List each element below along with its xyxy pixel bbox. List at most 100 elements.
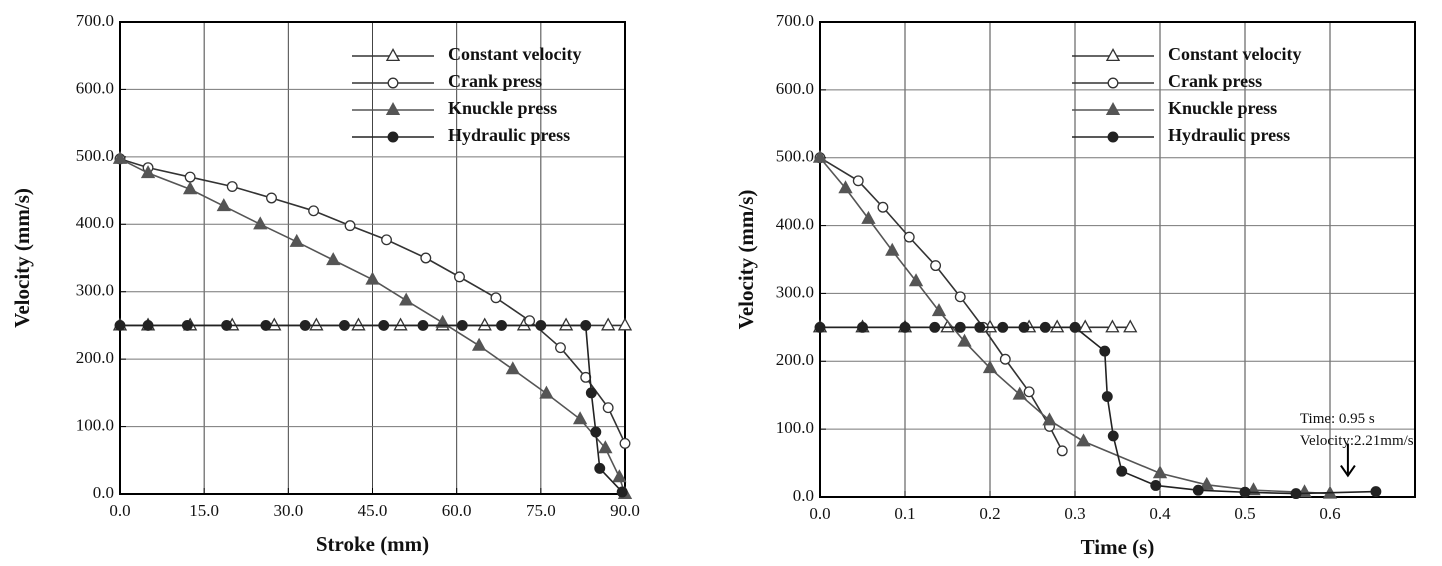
legend-label: Hydraulic press [1168, 125, 1290, 145]
marker [309, 317, 324, 331]
marker [140, 165, 156, 179]
marker [957, 333, 972, 347]
marker [954, 291, 966, 303]
marker [181, 319, 193, 331]
legend-label: Knuckle press [1168, 98, 1277, 118]
legend-label: Knuckle press [448, 98, 557, 118]
marker [381, 234, 392, 246]
marker [585, 387, 597, 399]
x-tick-label: 0.1 [894, 504, 915, 523]
y-tick-label: 300.0 [776, 282, 814, 301]
marker [299, 319, 311, 331]
y-tick-label: 200.0 [776, 350, 814, 369]
marker [112, 150, 128, 164]
series-line [119, 158, 626, 444]
series-line [820, 326, 1376, 495]
marker [420, 252, 432, 264]
marker [182, 181, 198, 195]
marker [524, 315, 536, 327]
marker [899, 321, 911, 333]
marker [602, 402, 614, 414]
annotation-arrowhead [1340, 464, 1356, 478]
marker [1150, 480, 1162, 491]
plot-frame [119, 21, 626, 495]
marker [1107, 430, 1119, 442]
marker [930, 260, 942, 272]
marker [1290, 488, 1302, 500]
x-tick-label: 0.6 [1319, 504, 1340, 523]
marker [267, 317, 282, 331]
y-tick-label: 400.0 [76, 213, 114, 232]
legend-marker [387, 77, 399, 89]
x-axis-label: Stroke (mm) [316, 532, 429, 556]
marker [1018, 321, 1030, 333]
marker [1050, 319, 1065, 333]
y-tick-label: 700.0 [76, 11, 114, 30]
y-tick-label: 600.0 [776, 79, 814, 98]
marker [226, 181, 238, 192]
legend-marker [387, 131, 399, 143]
marker [184, 171, 196, 183]
marker [903, 231, 915, 243]
marker [999, 353, 1011, 365]
annotation: Time: 0.95 s [1300, 411, 1375, 427]
marker [338, 319, 350, 331]
marker [617, 317, 633, 331]
series-line [120, 324, 623, 493]
legend-label: Crank press [1168, 71, 1262, 91]
y-tick-label: 500.0 [76, 146, 114, 165]
marker [1076, 433, 1091, 447]
y-axis-label: Velocity (mm/s) [10, 188, 34, 328]
x-tick-label: 0.3 [1064, 504, 1085, 523]
legend-label: Hydraulic press [448, 125, 570, 145]
legend-marker [1105, 102, 1121, 116]
marker [456, 319, 468, 331]
legend-label: Constant velocity [1168, 44, 1302, 64]
marker [572, 411, 588, 425]
legend-marker [385, 102, 401, 116]
y-tick-label: 100.0 [776, 418, 814, 437]
x-tick-label: 15.0 [189, 501, 219, 520]
x-axis-label: Time (s) [1081, 535, 1155, 559]
marker [365, 271, 380, 285]
marker [940, 319, 955, 333]
marker [1039, 321, 1051, 333]
marker [612, 469, 627, 483]
plot-frame [819, 21, 1416, 498]
marker [1069, 321, 1081, 333]
marker [289, 233, 304, 247]
marker [931, 303, 947, 317]
marker [1023, 386, 1035, 398]
marker [929, 321, 941, 333]
marker [216, 198, 231, 212]
marker [908, 273, 924, 287]
marker [598, 440, 613, 454]
marker [399, 292, 414, 306]
marker [490, 292, 502, 304]
marker [308, 205, 320, 217]
marker [601, 317, 616, 331]
marker [435, 314, 450, 328]
marker [1078, 319, 1093, 333]
y-tick-label: 400.0 [776, 214, 814, 233]
marker [954, 321, 966, 333]
legend-marker [1105, 48, 1121, 62]
marker [1152, 465, 1168, 479]
x-tick-label: 45.0 [358, 501, 388, 520]
marker [496, 319, 508, 331]
marker [326, 252, 341, 266]
marker [1116, 465, 1128, 477]
marker [351, 317, 366, 331]
legend-marker [1107, 131, 1119, 143]
x-tick-label: 75.0 [526, 501, 556, 520]
marker [378, 319, 390, 331]
marker [974, 321, 986, 333]
y-tick-label: 700.0 [776, 11, 814, 30]
marker [580, 319, 592, 331]
legend-label: Constant velocity [448, 44, 582, 64]
y-tick-label: 100.0 [76, 415, 114, 434]
marker [471, 337, 487, 351]
marker [477, 317, 492, 331]
marker [454, 271, 465, 283]
marker [1192, 484, 1204, 496]
